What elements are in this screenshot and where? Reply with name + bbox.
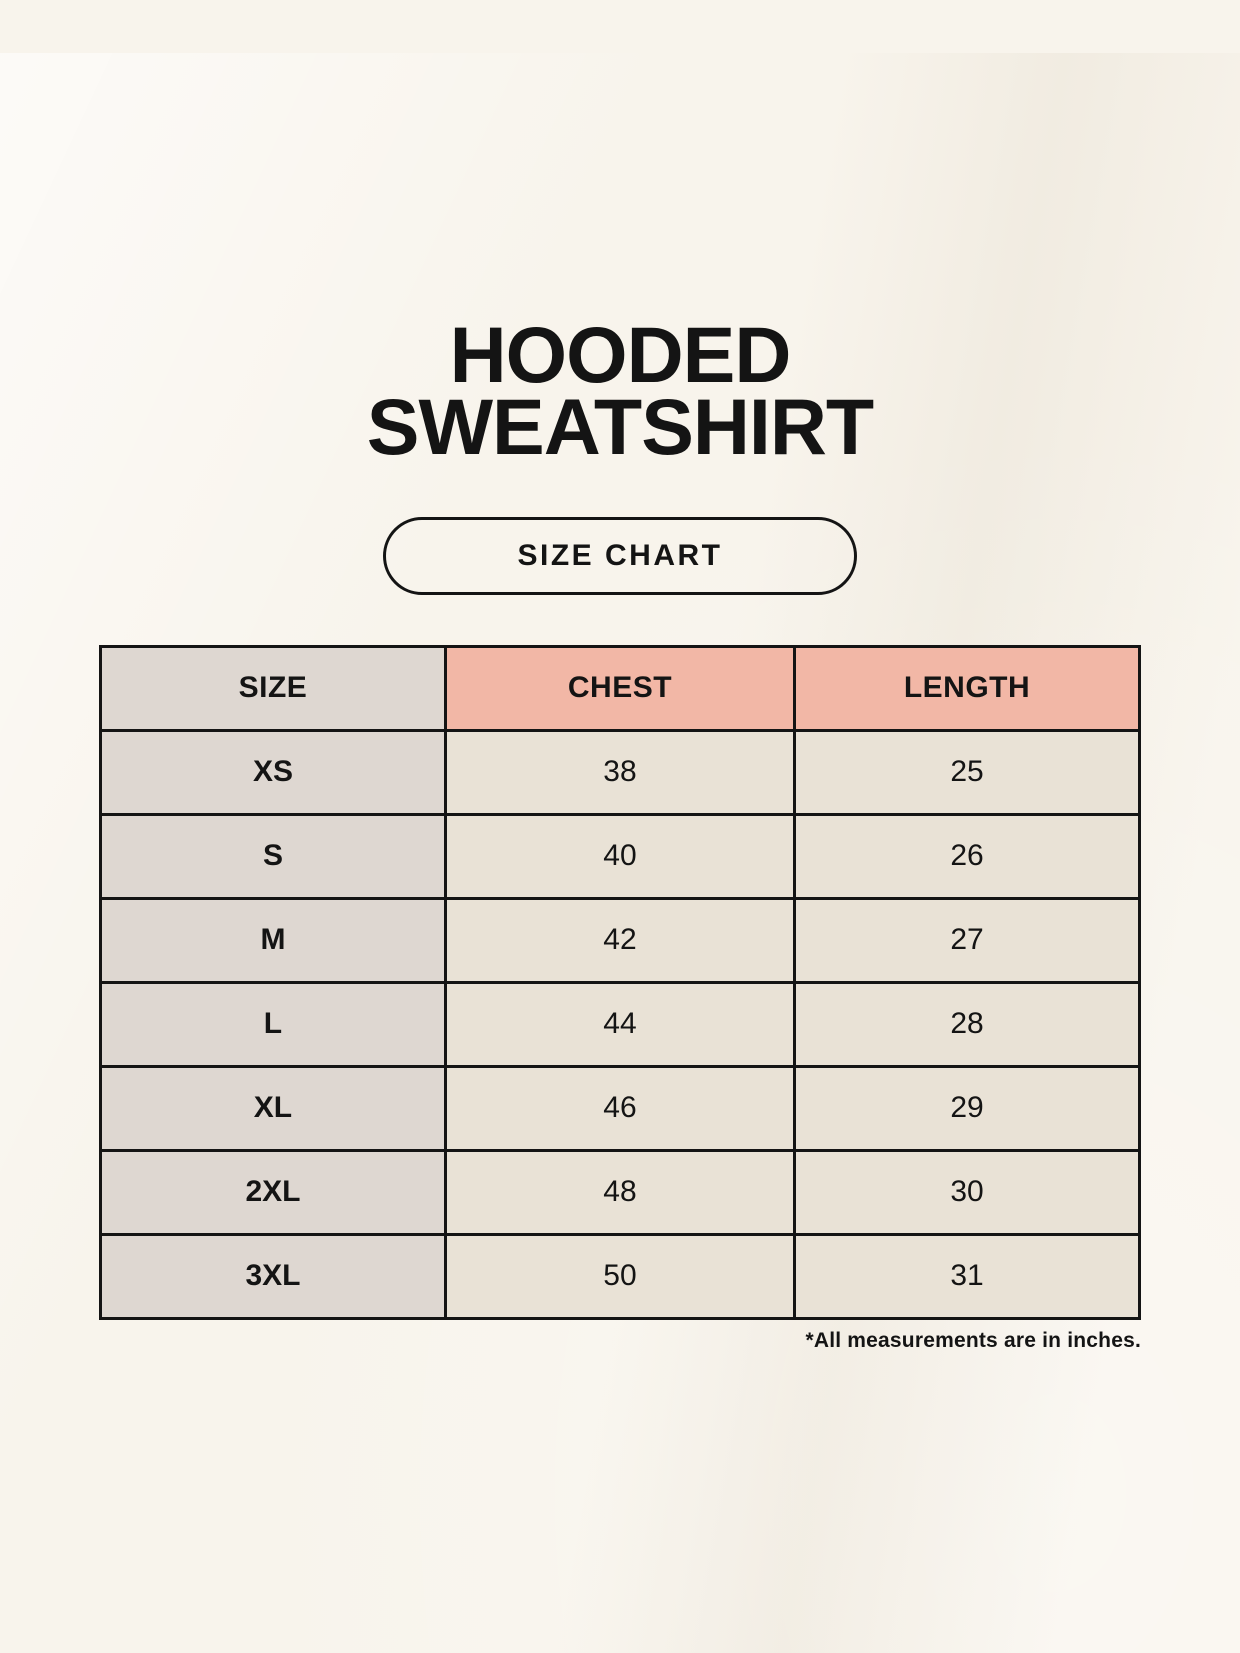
size-label: S [99,812,447,900]
size-chart-table: SIZE CHEST LENGTH XS 38 25 S 40 26 M [99,644,1141,1320]
size-label: M [99,896,447,984]
table-row: XL 46 29 [99,1064,1141,1152]
column-header-size: SIZE [99,644,447,732]
chest-value: 50 [443,1232,797,1320]
length-value: 31 [793,1232,1141,1320]
chest-value: 48 [443,1148,797,1236]
table-header-row: SIZE CHEST LENGTH [99,644,1141,732]
length-value: 25 [793,728,1141,816]
length-value: 29 [793,1064,1141,1152]
table-row: M 42 27 [99,896,1141,984]
column-header-chest: CHEST [443,644,797,732]
chest-value: 38 [443,728,797,816]
chest-value: 40 [443,812,797,900]
table-row: XS 38 25 [99,728,1141,816]
size-label: 3XL [99,1232,447,1320]
table-row: 3XL 50 31 [99,1232,1141,1320]
length-value: 30 [793,1148,1141,1236]
size-label: XL [99,1064,447,1152]
page-title-line-2: SWEATSHIRT [366,381,874,471]
measurements-footnote: *All measurements are in inches. [805,1328,1141,1352]
length-value: 26 [793,812,1141,900]
chest-value: 42 [443,896,797,984]
size-label: XS [99,728,447,816]
table-row: S 40 26 [99,812,1141,900]
chest-value: 44 [443,980,797,1068]
column-header-length: LENGTH [793,644,1141,732]
table-row: L 44 28 [99,980,1141,1068]
size-label: 2XL [99,1148,447,1236]
page-title-line-1: HOODED [449,309,792,399]
page-title: HOODED SWEATSHIRT [0,53,1240,471]
size-chart-page: HOODED SWEATSHIRT SIZE CHART SIZE CHEST … [0,53,1240,1353]
table-row: 2XL 48 30 [99,1148,1141,1236]
size-chart-button-label: SIZE CHART [517,538,723,572]
length-value: 27 [793,896,1141,984]
size-chart-table-container: SIZE CHEST LENGTH XS 38 25 S 40 26 M [99,644,1141,1320]
size-label: L [99,980,447,1068]
length-value: 28 [793,980,1141,1068]
size-chart-button[interactable]: SIZE CHART [383,516,857,595]
chest-value: 46 [443,1064,797,1152]
